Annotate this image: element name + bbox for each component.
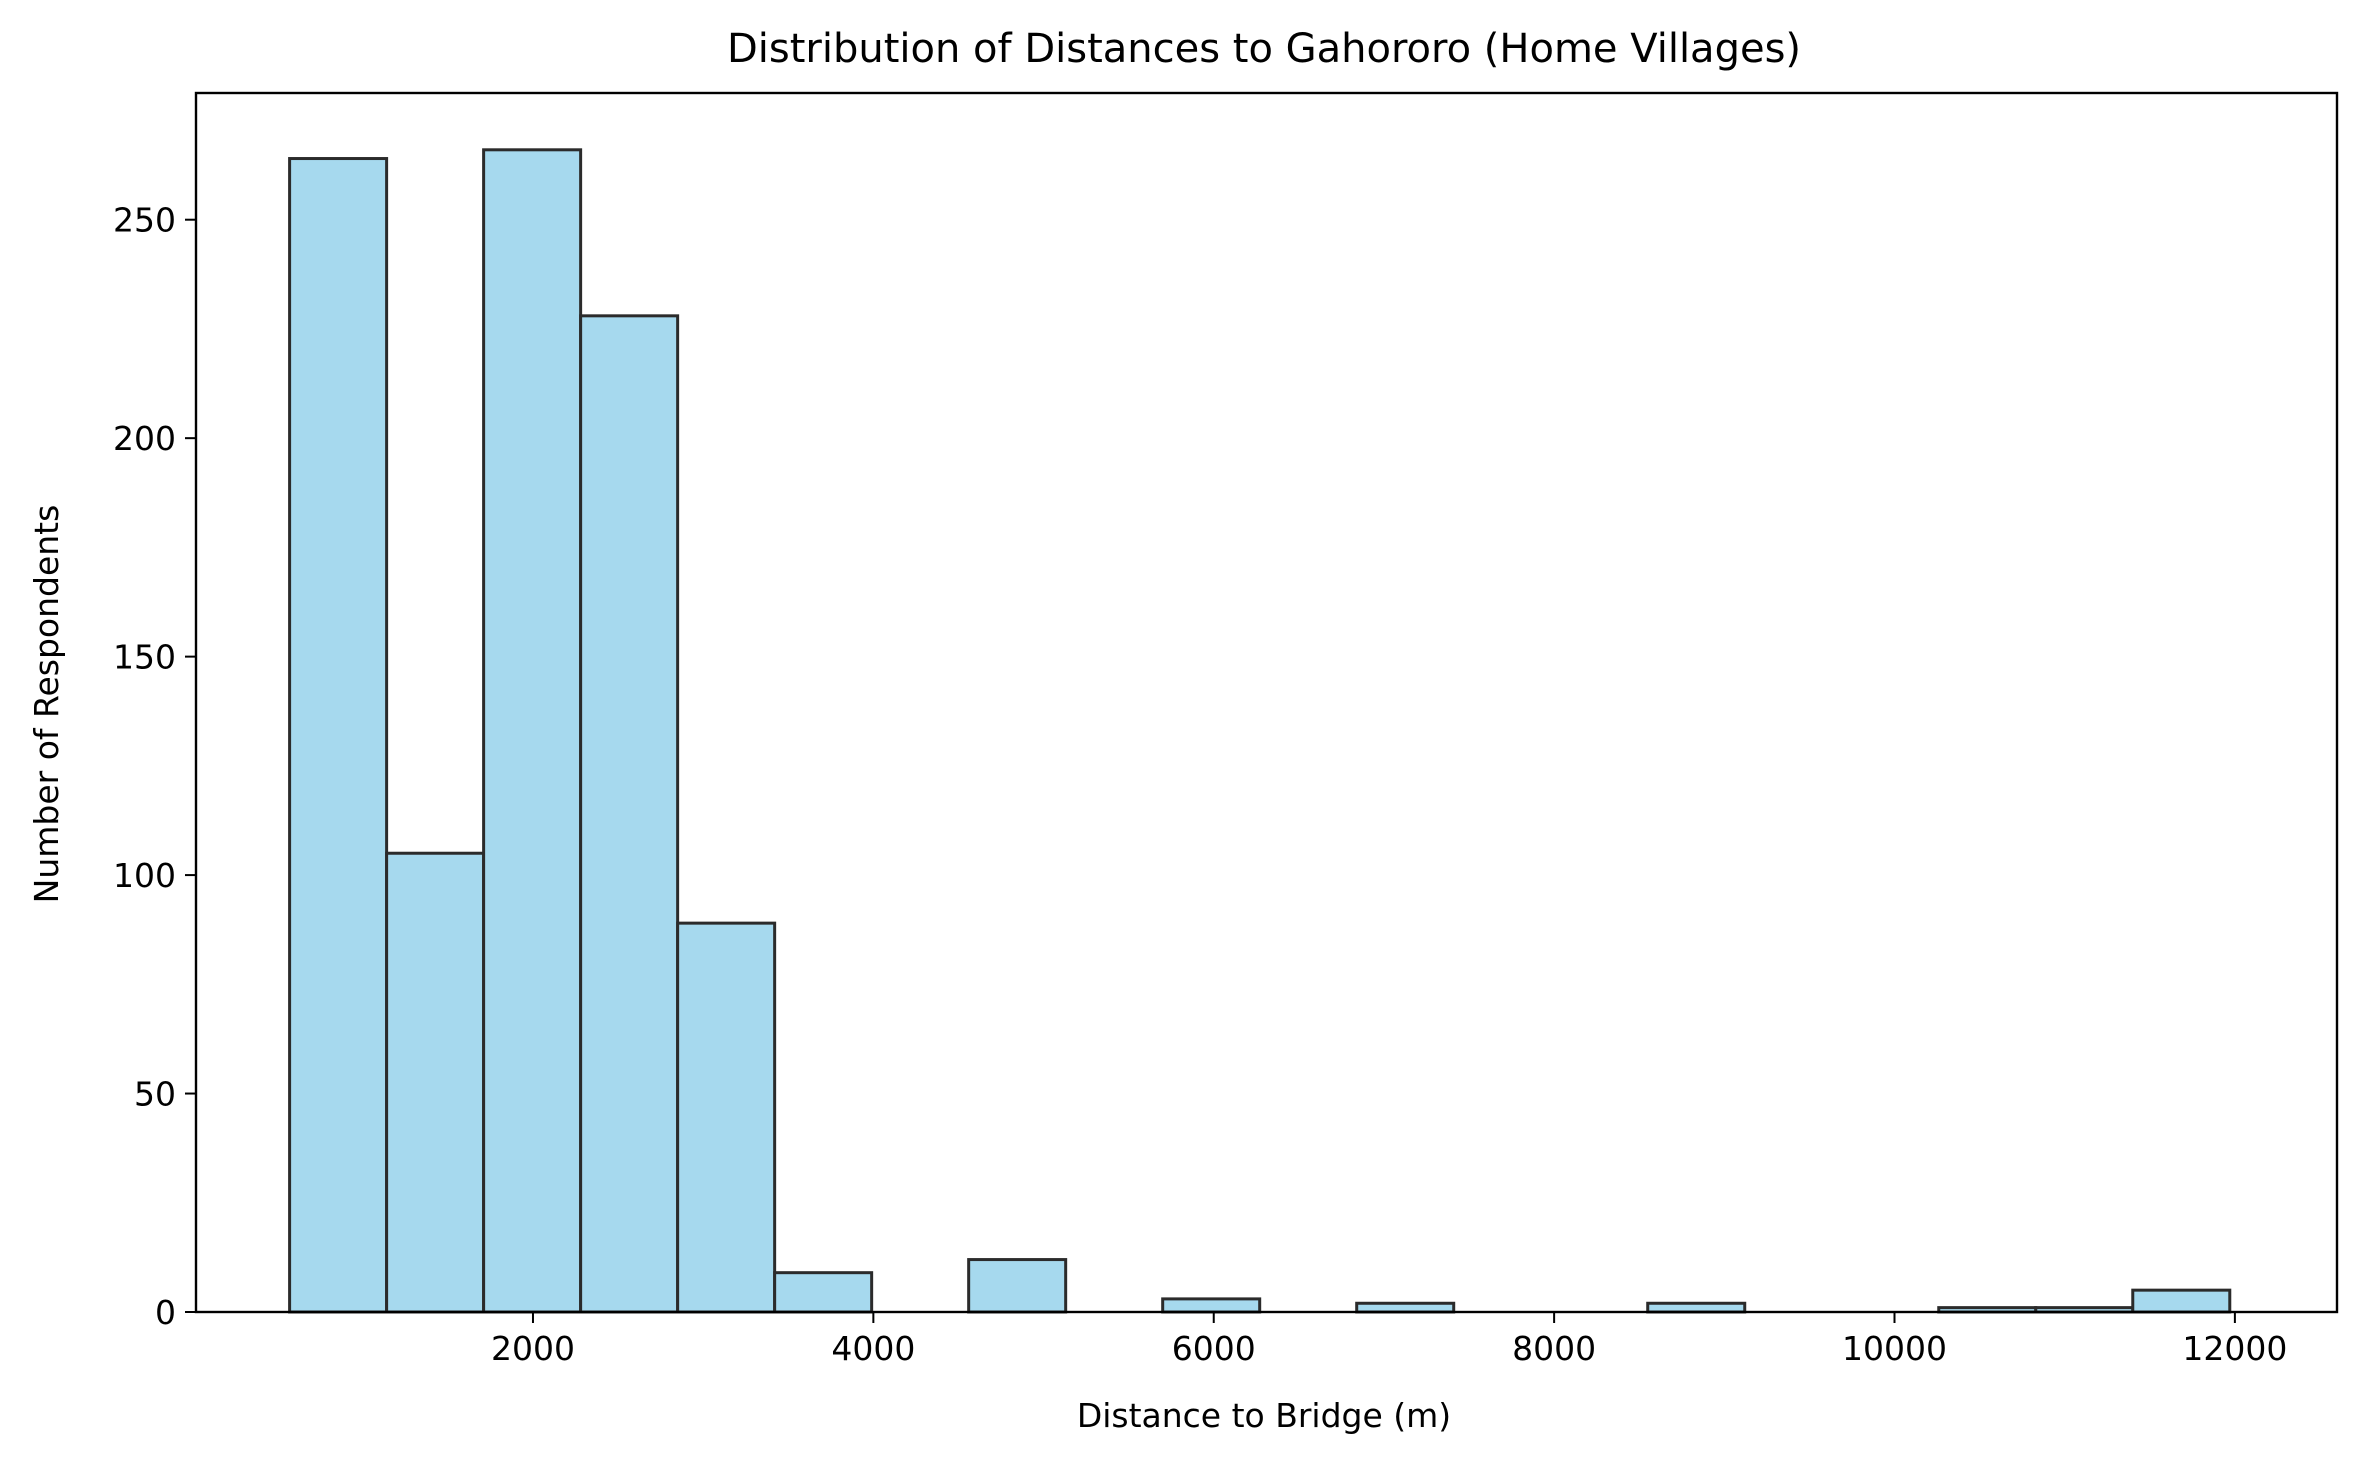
histogram-bar — [773, 1271, 874, 1314]
y-tick-label: 100 — [113, 856, 176, 895]
x-tick-label: 12000 — [2182, 1329, 2287, 1368]
histogram-bar — [1646, 1301, 1747, 1314]
histogram-bar — [288, 157, 389, 1314]
histogram-bar — [967, 1258, 1068, 1314]
histogram-bar — [1161, 1297, 1262, 1314]
bars-group — [288, 148, 2232, 1314]
histogram-bar — [2131, 1288, 2232, 1314]
x-tick-label: 2000 — [491, 1329, 575, 1368]
y-axis-label: Number of Respondents — [27, 505, 66, 904]
x-tick-label: 4000 — [831, 1329, 915, 1368]
y-tick-label: 50 — [134, 1075, 176, 1114]
histogram-bar — [482, 148, 583, 1314]
y-tick-label: 200 — [113, 419, 176, 458]
x-tick-label: 8000 — [1512, 1329, 1596, 1368]
histogram-bar — [385, 851, 486, 1314]
histogram-bar — [676, 921, 777, 1314]
chart-title: Distribution of Distances to Gahororo (H… — [727, 26, 1801, 72]
histogram-bar — [579, 314, 680, 1314]
x-tick-label: 6000 — [1172, 1329, 1256, 1368]
histogram-bar — [1355, 1301, 1456, 1314]
y-tick-label: 150 — [113, 638, 176, 677]
y-axis-ticks: 0 50 100 150 200 250 — [113, 201, 196, 1332]
x-axis-label: Distance to Bridge (m) — [1077, 1396, 1451, 1435]
x-tick-label: 10000 — [1842, 1329, 1947, 1368]
x-axis-ticks: 2000 4000 6000 8000 10000 12000 — [491, 1312, 2287, 1368]
y-tick-label: 0 — [155, 1293, 176, 1332]
y-tick-label: 250 — [113, 201, 176, 240]
plot-area-frame — [194, 91, 2339, 1314]
